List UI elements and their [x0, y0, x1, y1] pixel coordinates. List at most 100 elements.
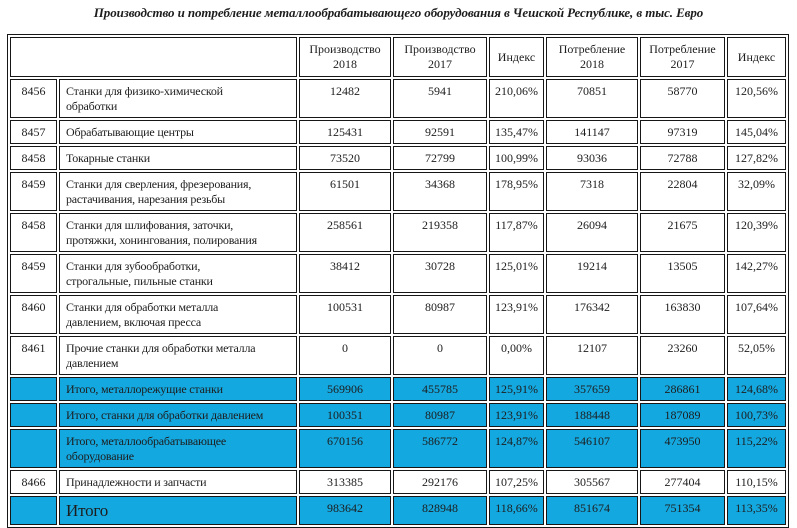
header-index-production: Индекс	[489, 37, 544, 77]
production-2018-cell: 670156	[299, 429, 391, 468]
production-2018-cell: 983642	[299, 496, 391, 525]
table-row: Итого, станки для обработки давлением 10…	[10, 403, 786, 427]
consumption-2017-cell: 187089	[640, 403, 725, 427]
table-row: 8459 Станки для зубообработки, строгальн…	[10, 254, 786, 293]
name-cell: Принадлежности и запчасти	[59, 470, 297, 494]
table-row: 8458 Токарные станки 73520 72799 100,99%…	[10, 146, 786, 170]
name-cell: Станки для сверления, фрезерования, раст…	[59, 172, 297, 211]
consumption-2017-cell: 277404	[640, 470, 725, 494]
consumption-2018-cell: 93036	[546, 146, 638, 170]
index-production-cell: 178,95%	[489, 172, 544, 211]
name-cell: Станки для зубообработки, строгальные, п…	[59, 254, 297, 293]
table-row: Итого, металлорежущие станки 569906 4557…	[10, 377, 786, 401]
name-cell: Прочие станки для обработки металла давл…	[59, 336, 297, 375]
code-cell	[10, 403, 57, 427]
index-consumption-cell: 142,27%	[727, 254, 786, 293]
production-2017-cell: 34368	[393, 172, 487, 211]
name-cell: Итого	[59, 496, 297, 525]
index-production-cell: 100,99%	[489, 146, 544, 170]
consumption-2018-cell: 26094	[546, 213, 638, 252]
index-production-cell: 135,47%	[489, 120, 544, 144]
consumption-2018-cell: 7318	[546, 172, 638, 211]
consumption-2017-cell: 286861	[640, 377, 725, 401]
production-2017-cell: 586772	[393, 429, 487, 468]
index-production-cell: 124,87%	[489, 429, 544, 468]
table-row: 8458 Станки для шлифования, заточки, про…	[10, 213, 786, 252]
production-2017-cell: 0	[393, 336, 487, 375]
name-cell: Итого, металлорежущие станки	[59, 377, 297, 401]
consumption-2017-cell: 21675	[640, 213, 725, 252]
name-cell: Станки для шлифования, заточки, протяжки…	[59, 213, 297, 252]
index-consumption-cell: 127,82%	[727, 146, 786, 170]
index-consumption-cell: 120,56%	[727, 79, 786, 118]
production-2018-cell: 100531	[299, 295, 391, 334]
consumption-2017-cell: 23260	[640, 336, 725, 375]
index-consumption-cell: 32,09%	[727, 172, 786, 211]
table-row: 8459 Станки для сверления, фрезерования,…	[10, 172, 786, 211]
consumption-2018-cell: 70851	[546, 79, 638, 118]
production-2017-cell: 292176	[393, 470, 487, 494]
table-row: 8457 Обрабатывающие центры 125431 92591 …	[10, 120, 786, 144]
consumption-2018-cell: 357659	[546, 377, 638, 401]
index-consumption-cell: 107,64%	[727, 295, 786, 334]
production-2018-cell: 73520	[299, 146, 391, 170]
name-cell: Станки для обработки металла давлением, …	[59, 295, 297, 334]
code-cell	[10, 377, 57, 401]
consumption-2018-cell: 19214	[546, 254, 638, 293]
table-row: 8461 Прочие станки для обработки металла…	[10, 336, 786, 375]
consumption-2018-cell: 305567	[546, 470, 638, 494]
code-cell: 8456	[10, 79, 57, 118]
production-2018-cell: 61501	[299, 172, 391, 211]
code-cell: 8460	[10, 295, 57, 334]
table-row: Итого 983642 828948 118,66% 851674 75135…	[10, 496, 786, 525]
header-index-consumption: Индекс	[727, 37, 786, 77]
header-empty-cell	[10, 37, 297, 77]
page-title: Производство и потребление металлообраба…	[93, 5, 704, 20]
index-consumption-cell: 52,05%	[727, 336, 786, 375]
index-production-cell: 117,87%	[489, 213, 544, 252]
production-2018-cell: 125431	[299, 120, 391, 144]
production-2018-cell: 12482	[299, 79, 391, 118]
production-2017-cell: 5941	[393, 79, 487, 118]
consumption-2017-cell: 58770	[640, 79, 725, 118]
table-row: 8466 Принадлежности и запчасти 313385 29…	[10, 470, 786, 494]
table-row: 8456 Станки для физико-химической обрабо…	[10, 79, 786, 118]
production-2017-cell: 92591	[393, 120, 487, 144]
header-consumption-2018: Потребление 2018	[546, 37, 638, 77]
production-2017-cell: 80987	[393, 295, 487, 334]
production-2018-cell: 0	[299, 336, 391, 375]
index-production-cell: 0,00%	[489, 336, 544, 375]
production-2018-cell: 569906	[299, 377, 391, 401]
consumption-2018-cell: 176342	[546, 295, 638, 334]
production-2018-cell: 38412	[299, 254, 391, 293]
consumption-2017-cell: 22804	[640, 172, 725, 211]
production-2017-cell: 219358	[393, 213, 487, 252]
index-production-cell: 210,06%	[489, 79, 544, 118]
index-consumption-cell: 110,15%	[727, 470, 786, 494]
index-consumption-cell: 100,73%	[727, 403, 786, 427]
header-row: Производство 2018 Производство 2017 Инде…	[10, 37, 786, 77]
code-cell	[10, 429, 57, 468]
index-production-cell: 125,01%	[489, 254, 544, 293]
consumption-2017-cell: 72788	[640, 146, 725, 170]
consumption-2018-cell: 141147	[546, 120, 638, 144]
production-2017-cell: 72799	[393, 146, 487, 170]
consumption-2017-cell: 13505	[640, 254, 725, 293]
consumption-2018-cell: 188448	[546, 403, 638, 427]
data-table: Производство 2018 Производство 2017 Инде…	[7, 34, 789, 528]
code-cell: 8461	[10, 336, 57, 375]
code-cell: 8466	[10, 470, 57, 494]
index-consumption-cell: 124,68%	[727, 377, 786, 401]
production-2018-cell: 100351	[299, 403, 391, 427]
index-production-cell: 123,91%	[489, 403, 544, 427]
index-production-cell: 123,91%	[489, 295, 544, 334]
header-production-2018: Производство 2018	[299, 37, 391, 77]
production-2017-cell: 828948	[393, 496, 487, 525]
production-2017-cell: 30728	[393, 254, 487, 293]
consumption-2018-cell: 546107	[546, 429, 638, 468]
consumption-2018-cell: 851674	[546, 496, 638, 525]
consumption-2017-cell: 751354	[640, 496, 725, 525]
table-row: 8460 Станки для обработки металла давлен…	[10, 295, 786, 334]
table-row: Итого, металлообрабатывающее оборудовани…	[10, 429, 786, 468]
index-production-cell: 125,91%	[489, 377, 544, 401]
